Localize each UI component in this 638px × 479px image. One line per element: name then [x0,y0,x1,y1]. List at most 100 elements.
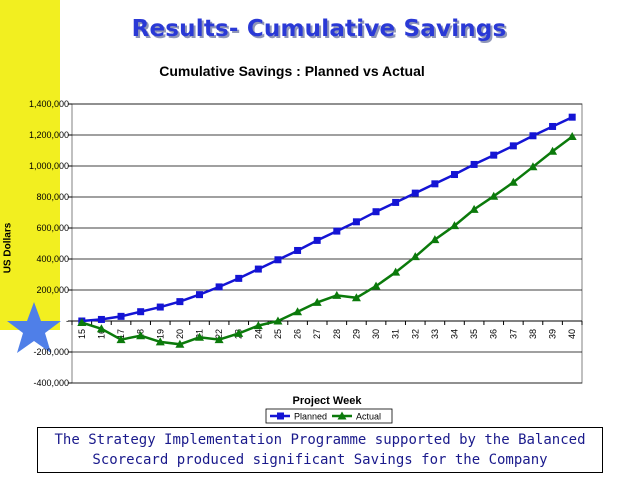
data-point-planned [372,208,380,216]
data-point-actual [234,328,244,337]
legend-marker-triangle [337,411,347,420]
data-point-planned [137,308,145,316]
data-point-planned [509,142,517,150]
x-tick-label: 25 [273,329,283,339]
x-tick-label: 36 [489,329,499,339]
y-tick-label: 400,000 [36,254,69,264]
y-tick-label: 1,200,000 [29,130,69,140]
data-point-actual [96,324,106,333]
y-tick-label: 1,400,000 [29,99,69,109]
y-tick-label: 1,000,000 [29,161,69,171]
chart-title: Cumulative Savings : Planned vs Actual [159,63,425,79]
data-point-actual [116,335,126,344]
data-point-planned [549,122,557,130]
data-point-actual [469,204,479,213]
y-tick-label: 200,000 [36,285,69,295]
legend-marker-square [277,412,284,420]
x-tick-label: 37 [508,329,518,339]
star-icon [7,302,61,353]
data-point-planned [274,256,282,264]
data-point-planned [333,227,341,235]
y-tick-label: -200,000 [33,347,69,357]
x-tick-label: 38 [528,329,538,339]
x-tick-label: 32 [410,329,420,339]
x-tick-label: 40 [567,329,577,339]
data-point-planned [294,246,302,254]
x-tick-label: 24 [253,329,263,339]
data-point-actual [77,318,87,327]
data-point-actual [548,146,558,155]
data-point-planned [176,298,184,306]
data-point-actual [195,332,204,341]
y-axis-label: US Dollars [2,222,14,274]
data-point-planned [215,283,223,291]
data-point-actual [332,290,342,299]
caption-line-2: Scorecard produced significant Savings f… [92,452,548,468]
data-point-actual [136,331,146,340]
x-tick-label: 17 [116,329,126,339]
data-point-planned [313,236,321,244]
data-point-actual [489,191,499,200]
data-point-planned [254,265,262,273]
data-point-planned [529,132,537,140]
y-tick-label: 800,000 [36,192,69,202]
data-point-actual [567,132,577,141]
data-point-planned [352,218,360,226]
data-point-planned [490,151,498,159]
data-point-actual [155,337,165,346]
caption-box: The Strategy Implementation Programme su… [37,427,603,473]
x-tick-label: 20 [175,329,185,339]
data-point-planned [117,312,125,320]
data-point-planned [470,160,478,168]
data-point-actual [273,316,283,325]
cumulative-savings-chart: Cumulative Savings : Planned vs Actual 1,… [29,63,583,424]
slide-title: Results- Cumulative Savings [131,16,507,42]
x-tick-label: 26 [293,329,303,339]
plot-area [71,103,583,384]
x-tick-label: 22 [214,329,224,339]
data-point-planned [411,189,419,197]
x-tick-label: 28 [332,329,342,339]
x-tick-label: 15 [77,329,87,339]
x-tick-label: 35 [469,329,479,339]
data-point-actual [293,307,303,316]
data-point-actual [430,235,440,244]
data-point-planned [235,274,243,282]
data-point-planned [196,291,203,299]
data-point-actual [312,297,322,306]
data-point-actual [253,321,263,330]
x-tick-label: 27 [312,329,322,339]
x-tick-label: 19 [155,329,165,339]
data-point-planned [568,113,576,121]
x-tick-label: 31 [391,329,401,339]
data-point-actual [351,293,361,302]
series-line-planned [81,116,573,323]
data-point-actual [450,221,459,230]
x-axis-label: Project Week [293,395,363,407]
y-tick-label: -400,000 [33,378,69,388]
data-point-planned [97,315,105,323]
y-tick-label: 600,000 [36,223,69,233]
caption-line-1: The Strategy Implementation Programme su… [54,432,586,448]
legend-label-actual: Actual [356,412,381,422]
legend [265,408,393,424]
data-point-planned [431,180,439,188]
data-point-planned [392,198,400,206]
data-point-actual [175,339,185,348]
x-tick-label: 29 [351,329,361,339]
data-point-actual [214,335,224,344]
data-point-actual [410,252,420,261]
data-point-planned [156,303,164,311]
left-accent-bar [0,0,60,330]
series-line-actual [81,135,573,346]
x-tick-label: 30 [371,329,381,339]
data-point-actual [508,177,518,186]
data-point-actual [371,281,381,290]
legend-label-planned: Planned [294,412,327,422]
x-tick-label: 34 [450,329,460,339]
y-tick-label: - [66,316,69,326]
x-tick-label: 39 [548,329,558,339]
x-tick-label: 33 [430,329,440,339]
x-tick-label: 16 [96,329,106,339]
data-point-planned [451,171,458,179]
